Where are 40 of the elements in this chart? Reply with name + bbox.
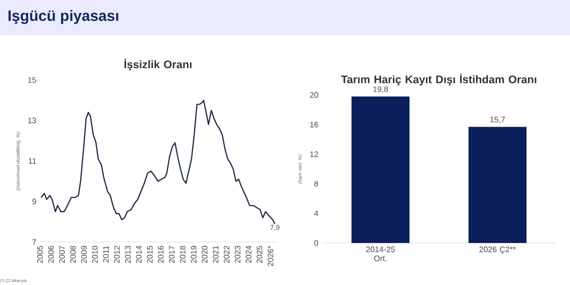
x-tick-label: 2020: [202, 246, 208, 263]
y-tick-label: 9: [32, 198, 36, 204]
chart-title: Tarım Hariç Kayıt Dışı İstihdam Oranı: [341, 74, 536, 86]
x-tick-label: 2012: [114, 246, 120, 263]
text: Işgücü piyasası: [8, 10, 118, 24]
x-tick-label: 2018: [180, 246, 186, 263]
y-tick-label: 8: [314, 180, 318, 187]
x-tick-label: 2009: [81, 246, 87, 263]
x-tick-label: 2006: [48, 246, 54, 263]
x-tick-label: 2019: [190, 246, 197, 263]
y-tick-label: 15: [28, 77, 36, 83]
x-tick-label: 2016: [158, 246, 164, 263]
data-label: 19,8: [373, 86, 388, 93]
x-tick-label: 2010: [92, 246, 98, 263]
x-tick-label: 2026*: [268, 246, 274, 266]
y-tick-label: 13: [28, 118, 36, 124]
x-tick-label: 2025: [256, 246, 262, 263]
x-tick-label: 2011: [103, 246, 109, 262]
data-label: 15,7: [490, 116, 505, 124]
x-tick-label: 2014-25 Ort.: [366, 246, 395, 262]
y-tick-label: 0: [314, 240, 318, 246]
y-tick-label: 16: [310, 122, 318, 128]
y-tick-label: 11: [28, 158, 36, 164]
y-tick-label: 20: [310, 92, 318, 98]
x-tick-label: 2023: [234, 246, 240, 263]
x-tick-label: 2007: [59, 246, 65, 263]
x-tick-label: 2008: [70, 246, 76, 263]
x-tick-label: 2022: [224, 246, 230, 263]
x-tick-label: 2013: [124, 246, 131, 263]
x-tick-label: 2017: [168, 246, 175, 263]
x-tick-label: 2014: [136, 246, 142, 263]
chart-title: İşsizlik Oranı: [124, 58, 192, 70]
x-tick-label: 2015: [146, 246, 153, 263]
y-tick-label: 7: [32, 239, 36, 245]
y-tick-label: 4: [314, 210, 318, 216]
y-tick-label: 12: [310, 151, 318, 157]
x-tick-label: 2024: [246, 246, 252, 263]
x-tick-label: 2005: [37, 246, 43, 263]
x-tick-label: 2026 Ç2**: [479, 246, 516, 254]
x-tick-label: 2021: [212, 246, 218, 263]
